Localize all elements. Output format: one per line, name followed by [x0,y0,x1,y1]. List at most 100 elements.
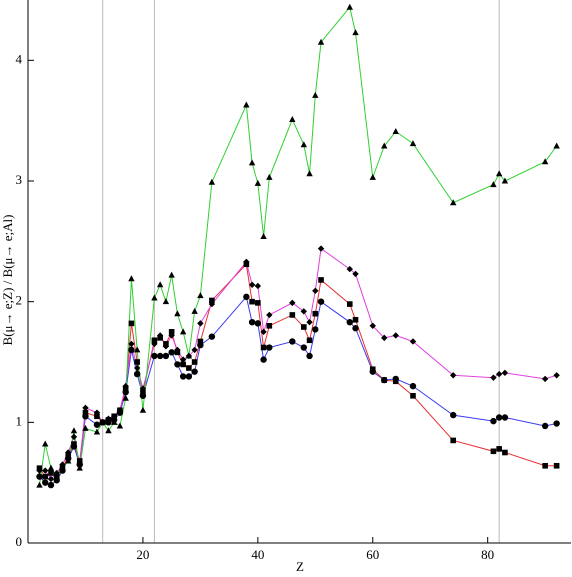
point [179,328,187,335]
point [156,281,164,288]
point [174,346,181,354]
point [65,457,72,464]
point [495,370,503,378]
point [65,453,72,459]
point [352,270,359,278]
point [312,326,319,333]
point [168,332,175,339]
point [450,372,457,379]
point [42,473,49,480]
series-line [39,263,557,478]
point [392,332,399,339]
point [128,320,135,327]
point [300,141,308,148]
point [179,373,187,380]
point [82,409,89,416]
series-line [39,295,557,486]
point [70,427,78,434]
point [197,338,204,345]
point [410,392,416,399]
point [266,173,273,180]
point [185,373,193,380]
point [306,170,313,177]
point [191,359,198,365]
point [208,300,216,308]
point [42,467,49,474]
point [105,415,112,422]
point [352,316,359,323]
point [168,349,175,356]
point [151,337,158,344]
point [191,346,198,354]
point [495,170,503,177]
y-tick-label: 2 [16,293,23,308]
point [541,422,549,430]
point [289,312,296,318]
point [140,389,146,395]
point [381,334,388,342]
y-tick-label: 4 [16,51,23,66]
point [301,324,307,330]
x-axis-label: Z [296,559,304,574]
point [553,142,560,149]
point [36,481,43,488]
point [162,352,170,360]
point [306,318,313,326]
point [76,464,83,471]
point [156,332,164,339]
point [168,329,175,335]
point [260,233,267,240]
point [553,420,560,427]
point [381,142,388,149]
point [133,346,141,353]
point [116,422,124,429]
point [260,328,267,336]
point [300,344,308,351]
point [99,418,106,425]
point [110,418,118,425]
point [156,352,164,360]
point [352,325,359,332]
point [197,320,204,327]
point [352,29,359,36]
point [168,271,175,278]
point [162,343,170,350]
point [209,297,215,304]
point [151,340,158,348]
point [369,366,376,373]
point [266,323,273,329]
point [197,292,204,299]
point [490,374,497,381]
point [266,311,273,319]
point [179,356,187,363]
point [94,413,100,420]
y-tick-label: 1 [16,413,23,428]
x-tick-label: 80 [481,547,494,562]
point [133,364,141,372]
point [93,428,101,435]
point [133,370,141,378]
point [502,449,508,456]
point [174,361,181,368]
point [490,181,497,188]
point [139,385,147,392]
point [254,282,262,290]
point [243,258,250,266]
point [369,173,376,180]
point [289,299,296,307]
point [312,310,319,317]
point [59,461,66,468]
point [76,458,83,464]
point [162,298,170,305]
point [317,38,325,45]
point [93,421,101,428]
point [254,179,262,186]
point [496,446,502,452]
point [346,265,353,273]
point [42,479,49,486]
point [248,159,256,166]
point [71,441,77,447]
point [36,467,43,474]
point [82,424,89,431]
point [450,437,457,444]
